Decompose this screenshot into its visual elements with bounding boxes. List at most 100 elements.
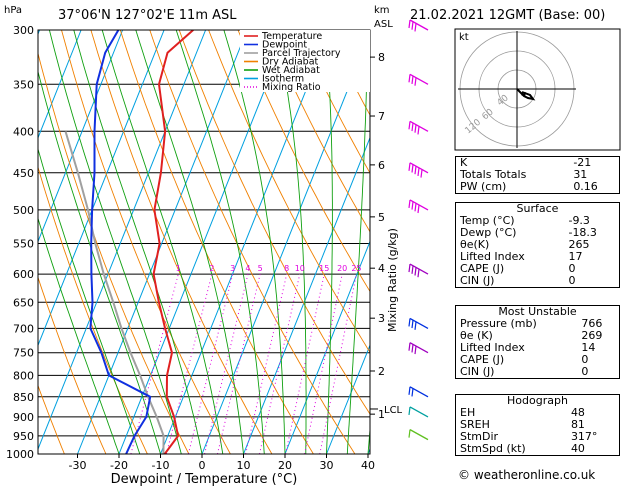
- mixing-ratio-line: [304, 274, 343, 454]
- index-row-pw: PW (cm) 0.16: [460, 180, 598, 193]
- wet-adiabat-line: [38, 147, 141, 454]
- wind-barb-staff: [409, 162, 429, 174]
- legend-label: Mixing Ratio: [262, 82, 321, 93]
- hodo-row: StmSpd (kt) 40: [460, 442, 585, 455]
- km-unit-label: km: [374, 5, 390, 16]
- mixing-ratio-tick-label: 25: [351, 264, 361, 273]
- height-tick-label: 5: [378, 211, 385, 224]
- surface-row: θe(K) 265: [460, 238, 590, 251]
- mixing-ratio-tick-label: 10: [295, 264, 305, 273]
- wind-barb: [408, 386, 429, 398]
- wind-barb-staff: [409, 19, 429, 31]
- wind-barb-feather: [408, 429, 411, 438]
- wind-barb-feather: [411, 388, 414, 397]
- height-tick-label: 7: [378, 110, 385, 123]
- wind-barb-feather: [414, 166, 417, 175]
- pressure-tick-label: 750: [13, 347, 34, 360]
- wind-barb-feather: [408, 318, 411, 327]
- wind-barb-feather: [414, 346, 417, 355]
- wind-barb-feather: [417, 204, 420, 214]
- wind-barb-feather: [414, 321, 417, 330]
- wind-barb: [408, 317, 429, 330]
- dry-adiabat-line: [178, 30, 370, 415]
- pressure-tick-label: 950: [13, 430, 34, 443]
- legend-label: Dry Adiabat: [262, 57, 319, 68]
- chart-axes: 3003504004505005506006507007508008509009…: [6, 24, 403, 472]
- height-tick-label: 6: [378, 159, 385, 172]
- wind-barb: [408, 162, 429, 178]
- pressure-tick-label: 350: [13, 78, 34, 91]
- wind-barb-feather: [414, 77, 417, 86]
- asl-unit-label: ASL: [374, 19, 393, 30]
- isotherm-line: [38, 30, 165, 347]
- dry-adiabat-line: [237, 30, 370, 293]
- dry-adiabat-line: [296, 30, 370, 174]
- pressure-tick-label: 900: [13, 411, 34, 424]
- wet-adiabat-line: [223, 30, 286, 454]
- x-tick-label: -20: [110, 459, 128, 472]
- pressure-tick-label: 550: [13, 237, 34, 250]
- wet-adiabat-line: [135, 30, 244, 454]
- wet-adiabat-line: [324, 30, 333, 454]
- index-row-totals: Totals Totals 31: [460, 168, 588, 181]
- dewpoint-line: [89, 30, 152, 454]
- wind-barbs: [408, 19, 429, 441]
- index-row-k: K -21: [460, 156, 592, 169]
- mixing-ratio-tick-label: 2: [209, 264, 214, 273]
- wet-adiabat-line: [275, 30, 307, 454]
- wind-barb-feather: [411, 265, 414, 274]
- mixing-ratio-line: [285, 273, 325, 454]
- wind-barb-feather: [408, 406, 411, 415]
- hodo-row: StmDir 317°: [460, 430, 598, 443]
- mixing-ratio-line: [259, 273, 301, 454]
- pressure-tick-label: 1000: [6, 448, 34, 461]
- mixing-ratio-axis-title: Mixing Ratio (g/kg): [386, 228, 399, 332]
- dry-adiabat-line: [90, 30, 273, 454]
- chart-grid: [38, 30, 370, 454]
- wind-barb-feather: [417, 269, 420, 278]
- isotherm-line: [38, 30, 207, 451]
- hodo-row: SREH 81: [460, 418, 585, 431]
- hodograph: kt 40 60 120: [454, 28, 621, 151]
- most-unstable-title: Most Unstable: [498, 305, 577, 318]
- wind-barb-feather: [414, 203, 417, 212]
- wind-barb-staff: [409, 386, 429, 398]
- wind-barb-feather: [408, 74, 411, 83]
- isotherm-line: [160, 30, 331, 454]
- wind-barb: [408, 73, 429, 86]
- wind-barb-staff: [409, 263, 429, 275]
- height-tick-label: 4: [378, 262, 385, 275]
- surface-row: Temp (°C) -9.3: [460, 214, 590, 227]
- x-tick-label: 40: [361, 459, 375, 472]
- wind-barb-feather: [414, 23, 417, 32]
- wind-barb-feather: [417, 167, 420, 176]
- mixing-ratio-line: [165, 273, 213, 454]
- pressure-tick-label: 400: [13, 125, 34, 138]
- mu-row: CIN (J) 0: [460, 365, 589, 378]
- dry-adiabat-line: [38, 276, 107, 454]
- mixing-ratio-line: [187, 273, 234, 454]
- wind-barb-staff: [409, 429, 429, 441]
- isotherm-line: [77, 30, 248, 454]
- pressure-tick-label: 650: [13, 296, 34, 309]
- wind-barb: [408, 19, 429, 32]
- mu-row: θe (K) 269: [460, 329, 603, 342]
- wind-barb-feather: [411, 201, 414, 210]
- pressure-tick-label: 800: [13, 369, 34, 382]
- height-tick-label: 3: [378, 312, 385, 325]
- wind-barb: [408, 429, 429, 441]
- legend-label: Temperature: [261, 31, 322, 42]
- dry-adiabat-line: [149, 30, 356, 454]
- mixing-ratio-tick-label: 8: [284, 264, 289, 273]
- height-tick-label: 2: [378, 365, 385, 378]
- wind-barb: [408, 342, 429, 355]
- credit-label: © weatheronline.co.uk: [458, 468, 596, 482]
- wind-barb-feather: [414, 267, 417, 276]
- wind-barb-staff: [409, 317, 429, 329]
- wet-adiabat-line: [346, 30, 369, 454]
- mixing-ratio-tick-label: 1: [176, 264, 181, 273]
- wet-adiabat-line: [48, 30, 182, 454]
- mixing-ratio-tick-label: 3: [230, 264, 235, 273]
